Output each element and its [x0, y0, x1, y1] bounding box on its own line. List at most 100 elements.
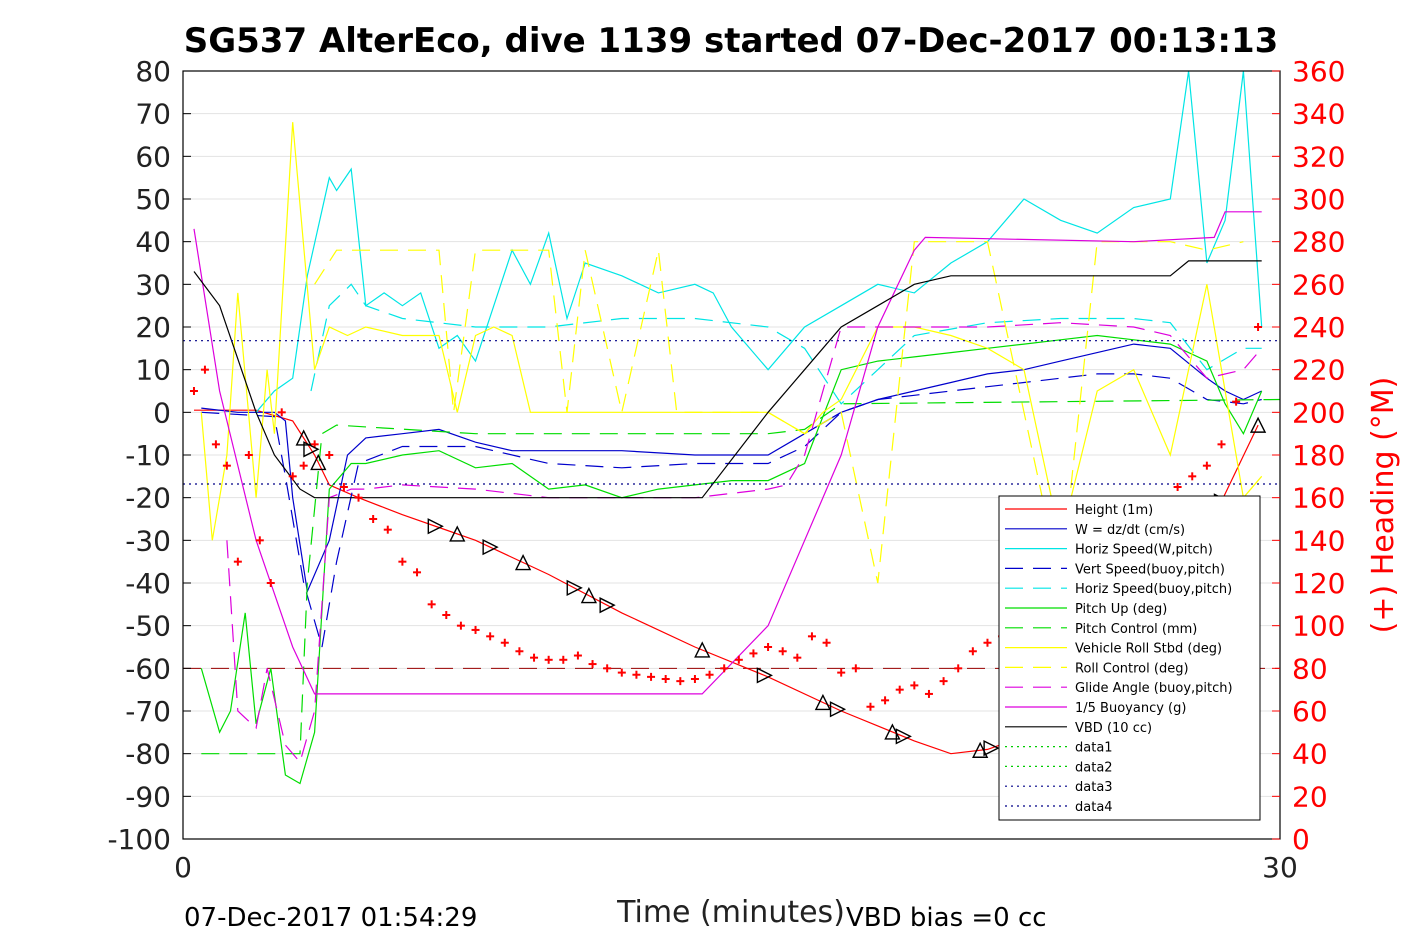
triangle-marker [1249, 416, 1267, 433]
legend-entry: data1 [1075, 741, 1113, 756]
legend-entry: Height (1m) [1075, 503, 1153, 518]
heading-point [413, 568, 422, 577]
y-tick-label: 10 [135, 354, 171, 387]
heading-point [325, 451, 334, 459]
heading-point [398, 557, 407, 566]
y2-tick-label: 160 [1292, 482, 1345, 515]
y2-tick-label: 60 [1292, 695, 1328, 728]
x-axis-ticks: 0 30 [174, 831, 1298, 884]
heading-point [530, 653, 539, 662]
heading-point [189, 387, 198, 395]
footer-timestamp: 07-Dec-2017 01:54:29 [184, 903, 477, 933]
chart-title: SG537 AlterEco, dive 1139 started 07-Dec… [184, 21, 1279, 61]
heading-point [369, 515, 378, 523]
heading-point [354, 493, 363, 502]
y2-tick-label: 40 [1292, 738, 1328, 771]
heading-point [983, 638, 992, 647]
heading-point [588, 660, 597, 669]
legend-entry: Vehicle Roll Stbd (deg) [1075, 642, 1222, 657]
y2-tick-label: 100 [1292, 610, 1345, 643]
heading-point [924, 689, 933, 698]
y2-tick-label: 300 [1292, 183, 1345, 216]
heading-point [617, 668, 626, 677]
triangle-marker [814, 693, 832, 711]
x-axis-label: Time (minutes) [616, 895, 845, 930]
footer-vbd-bias: VBD bias =0 cc [846, 903, 1047, 933]
heading-point [233, 557, 242, 566]
y2-tick-label: 0 [1292, 823, 1310, 856]
heading-point [734, 655, 743, 664]
heading-point [749, 649, 758, 658]
triangle-marker [303, 441, 320, 458]
heading-point [910, 681, 919, 690]
y2-tick-label: 240 [1292, 311, 1345, 344]
series-line-10 [193, 211, 1262, 695]
series-line-5 [200, 334, 1263, 785]
heading-point [807, 632, 816, 641]
triangle-marker [580, 587, 598, 604]
heading-point [1232, 397, 1241, 406]
heading-point [603, 664, 612, 673]
series-line-6 [201, 398, 1281, 755]
heading-point [500, 638, 509, 647]
heading-point [427, 600, 436, 609]
triangle-marker [895, 728, 912, 745]
y2-tick-label: 80 [1292, 652, 1328, 685]
triangle-marker [756, 667, 773, 684]
x-tick-label: 30 [1262, 851, 1298, 884]
y-tick-label: 70 [135, 98, 171, 131]
y-tick-label: -10 [125, 439, 171, 472]
legend-entry: Roll Control (deg) [1075, 661, 1189, 676]
triangle-marker [829, 701, 847, 718]
y2-tick-label: 20 [1292, 780, 1328, 813]
y2-tick-label: 200 [1292, 396, 1345, 429]
heading-point [661, 675, 670, 683]
heading-point [705, 670, 714, 679]
series-layer [183, 70, 1281, 785]
heading-point [442, 611, 451, 619]
y-tick-label: 20 [135, 311, 171, 344]
y-tick-label: 60 [135, 140, 171, 173]
x-tick-label: 0 [174, 851, 192, 884]
heading-point [255, 536, 264, 545]
heading-point [573, 651, 582, 660]
heading-point [222, 461, 231, 470]
heading-point [632, 670, 641, 679]
legend-entry: VBD (10 cc) [1075, 721, 1152, 736]
y2-tick-label: 340 [1292, 98, 1345, 131]
triangle-marker [310, 453, 327, 471]
heading-point [515, 647, 524, 656]
heading-point [544, 655, 553, 664]
legend-entry: Horiz Speed(W,pitch) [1075, 543, 1213, 558]
y-tick-label: -40 [125, 567, 171, 600]
heading-point [486, 632, 495, 641]
heading-point [339, 483, 348, 491]
heading-point [676, 677, 685, 686]
heading-point [793, 653, 802, 662]
y-tick-label: -50 [125, 610, 171, 643]
heading-point [244, 451, 253, 459]
heading-point [895, 685, 904, 694]
y2-tick-label: 360 [1292, 55, 1345, 88]
y-tick-label: 0 [153, 396, 171, 429]
heading-point [647, 672, 656, 681]
legend-entry: Glide Angle (buoy,pitch) [1075, 681, 1233, 696]
y-tick-label: -90 [125, 780, 171, 813]
heading-point [471, 625, 480, 634]
y2-tick-label: 120 [1292, 567, 1345, 600]
y2-tick-label: 220 [1292, 354, 1345, 387]
series-line-1 [201, 343, 1262, 594]
heading-point [954, 664, 963, 673]
heading-point [1202, 461, 1211, 470]
heading-point [1188, 472, 1197, 481]
y2-tick-label: 280 [1292, 226, 1345, 259]
heading-point [690, 675, 699, 683]
heading-point [1217, 440, 1226, 449]
triangle-marker [449, 525, 466, 542]
heading-point [881, 696, 890, 705]
y-tick-label: -30 [125, 524, 171, 557]
triangle-marker [566, 579, 583, 597]
heading-point [851, 664, 860, 673]
legend-entry: data3 [1075, 780, 1113, 795]
